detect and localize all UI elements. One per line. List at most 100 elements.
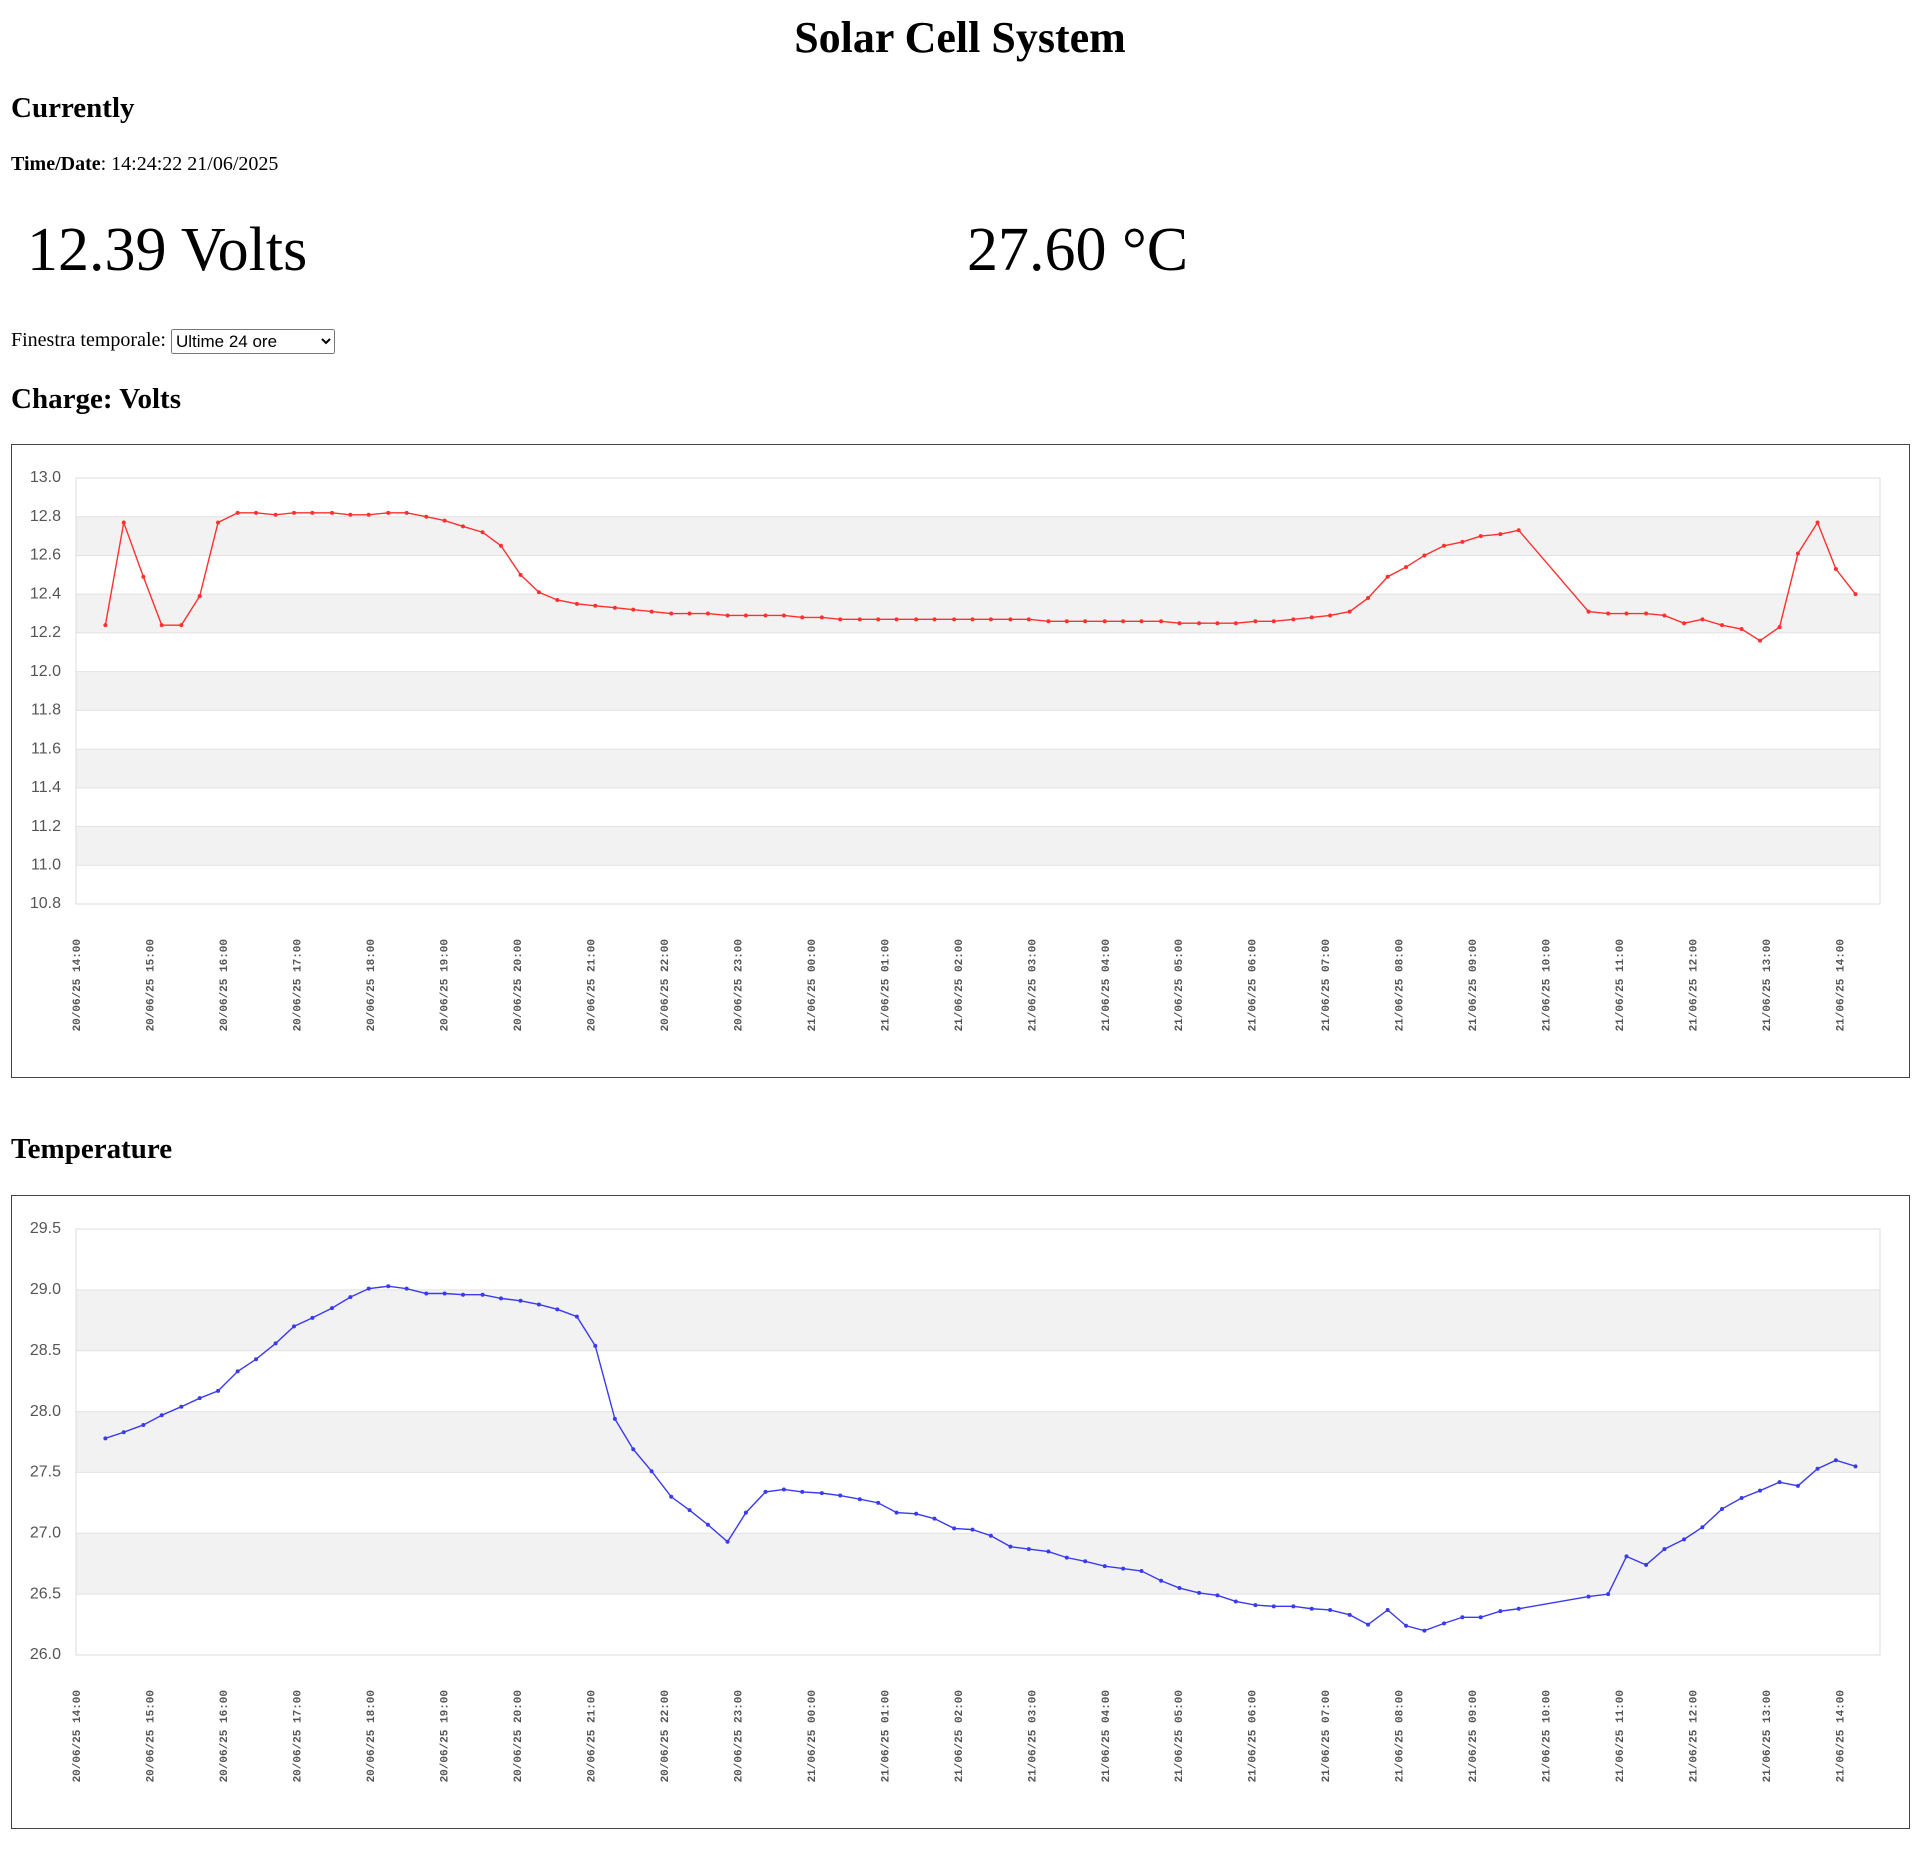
data-point — [669, 1494, 674, 1499]
data-point — [800, 615, 805, 620]
data-point — [480, 530, 485, 535]
data-point — [1516, 1606, 1521, 1611]
data-point — [1644, 1562, 1649, 1567]
data-point — [424, 514, 429, 519]
data-point — [631, 607, 636, 612]
data-point — [310, 510, 315, 515]
data-point — [1739, 627, 1744, 632]
time-label: Time/Date — [11, 153, 101, 175]
data-point — [1177, 1586, 1182, 1591]
y-tick-label: 27.5 — [30, 1464, 61, 1481]
data-point — [273, 512, 278, 517]
data-point — [914, 1511, 919, 1516]
data-point — [1139, 619, 1144, 624]
data-point — [1008, 1544, 1013, 1549]
x-tick-label: 20/06/25 18:00 — [366, 1690, 378, 1782]
x-tick-label: 21/06/25 05:00 — [1174, 939, 1186, 1031]
chart: 10.8 11.0 11.2 11.4 11.6 11.8 12.0 12.2 12.4 12.6… — [11, 444, 1910, 1078]
y-tick-label: 12.6 — [30, 547, 61, 564]
data-point — [498, 543, 503, 548]
y-tick-label: 11.4 — [31, 779, 61, 796]
data-point — [1833, 1458, 1838, 1463]
x-tick-label: 21/06/25 04:00 — [1101, 1690, 1113, 1782]
x-tick-label: 21/06/25 12:00 — [1689, 939, 1701, 1031]
data-point — [952, 1526, 957, 1531]
data-point — [103, 1436, 108, 1441]
data-point — [498, 1296, 503, 1301]
data-point — [1328, 613, 1333, 618]
data-point — [705, 611, 710, 616]
data-point — [1385, 574, 1390, 579]
data-point — [179, 1404, 184, 1409]
x-tick-label: 20/06/25 23:00 — [733, 939, 745, 1031]
x-tick-label: 20/06/25 20:00 — [513, 1690, 525, 1782]
y-tick-label: 12.0 — [30, 663, 61, 680]
x-tick-label: 21/06/25 09:00 — [1468, 1690, 1480, 1782]
data-point — [179, 623, 184, 628]
data-point — [1757, 1488, 1762, 1493]
data-point — [348, 1295, 353, 1300]
data-point — [1586, 1594, 1591, 1599]
data-point — [291, 510, 296, 515]
x-tick-label: 21/06/25 01:00 — [880, 939, 892, 1031]
data-point — [819, 615, 824, 620]
data-point — [1197, 621, 1202, 626]
voltage-reading: 12.39 Volts — [27, 216, 308, 284]
grid-band — [76, 749, 1880, 788]
x-tick-label: 20/06/25 20:00 — [513, 939, 525, 1031]
data-point — [1385, 1607, 1390, 1612]
data-point — [386, 1284, 391, 1289]
y-tick-label: 12.2 — [30, 624, 61, 641]
x-tick-label: 20/06/25 15:00 — [145, 1690, 157, 1782]
data-point — [1083, 1559, 1088, 1564]
data-point — [536, 590, 541, 595]
data-point — [216, 520, 221, 525]
grid-band — [76, 516, 1880, 556]
data-point — [1309, 615, 1314, 620]
chart-title: Charge: Volts — [11, 383, 181, 415]
y-tick-label: 11.0 — [31, 856, 61, 873]
data-point — [1253, 619, 1258, 624]
x-tick-label: 21/06/25 08:00 — [1395, 1690, 1407, 1782]
data-point — [1720, 623, 1725, 628]
data-point — [1404, 1623, 1409, 1628]
separator: : — [100, 153, 107, 175]
plot-border — [75, 477, 1881, 905]
data-point — [1233, 621, 1238, 626]
data-point — [1139, 1569, 1144, 1574]
data-point — [1404, 565, 1409, 570]
time-window-select[interactable]: Ultime 24 ore — [170, 328, 335, 354]
temperature-reading: 27.60 °C — [967, 216, 1189, 284]
chart-title: Temperature — [11, 1133, 173, 1165]
data-point — [366, 512, 371, 517]
data-point — [1644, 611, 1649, 616]
data-point — [1159, 619, 1164, 624]
time-value: 14:24:22 21/06/2025 — [111, 153, 279, 175]
data-point — [763, 1489, 768, 1494]
data-point — [876, 617, 881, 622]
data-point — [103, 623, 108, 628]
data-point — [894, 1510, 899, 1515]
x-tick-label: 21/06/25 11:00 — [1615, 1690, 1627, 1782]
data-point — [1233, 1599, 1238, 1604]
data-point — [348, 512, 353, 517]
data-point — [1815, 520, 1820, 525]
data-point — [857, 617, 862, 622]
x-tick-label: 20/06/25 16:00 — [219, 939, 231, 1031]
data-point — [669, 611, 674, 616]
data-point — [1215, 621, 1220, 626]
x-tick-label: 20/06/25 19:00 — [439, 939, 451, 1031]
y-tick-label: 26.5 — [30, 1585, 61, 1602]
data-point — [1121, 1566, 1126, 1571]
data-point — [952, 617, 957, 622]
x-tick-label: 20/06/25 22:00 — [660, 939, 672, 1031]
chart: 26.0 26.5 27.0 27.5 28.0 28.5 29.0 29.5 20/06/25… — [11, 1195, 1910, 1829]
data-point — [404, 1286, 409, 1291]
data-point — [442, 518, 447, 523]
y-tick-label: 11.8 — [31, 702, 61, 719]
data-point — [593, 1343, 598, 1348]
y-tick-label: 26.0 — [30, 1646, 61, 1663]
section-heading: Currently — [11, 92, 135, 124]
data-point — [121, 1430, 126, 1435]
plot-border — [75, 1228, 1881, 1656]
